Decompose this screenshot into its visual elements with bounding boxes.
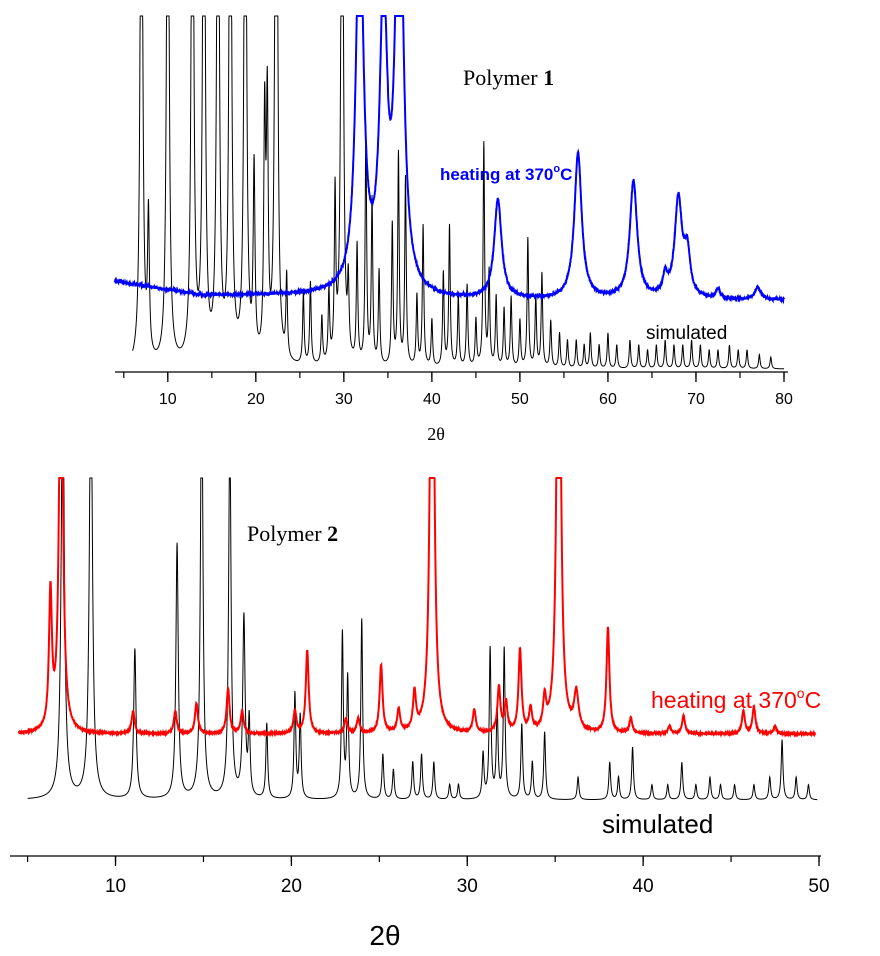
x-ticks-polymer-2: 10 20 30 40 50 bbox=[28, 856, 830, 897]
panel-polymer-2: 10 20 30 40 50 2θ Polymer 2 heating at 370oC… bbox=[10, 478, 830, 951]
line-simulated-polymer-2 bbox=[28, 478, 818, 800]
x-axis-polymer-1-tick-label: 20 bbox=[247, 391, 265, 408]
title-number: 1 bbox=[543, 65, 554, 90]
series-label-simulated-polymer-2: simulated bbox=[602, 809, 713, 839]
x-axis-polymer-1-tick-label: 50 bbox=[511, 391, 529, 408]
series-label-unit: C bbox=[560, 165, 572, 184]
x-axis-polymer-1-tick-label: 30 bbox=[335, 391, 353, 408]
x-axis-polymer-2-tick-label: 50 bbox=[808, 876, 829, 897]
x-axis-polymer-2-tick-label: 10 bbox=[105, 876, 126, 897]
series-simulated-polymer-1 bbox=[133, 16, 784, 369]
title-number: 2 bbox=[327, 521, 338, 546]
x-axis-polymer-1-tick-label: 80 bbox=[775, 391, 793, 408]
x-axis-polymer-1-tick-label: 70 bbox=[687, 391, 705, 408]
chart-title-polymer-2: Polymer 2 bbox=[247, 521, 338, 546]
series-simulated-polymer-2 bbox=[28, 478, 818, 800]
degree-symbol: o bbox=[797, 685, 805, 701]
x-axis-polymer-1-tick-label: 60 bbox=[599, 391, 617, 408]
x-axis-polymer-2-tick-label: 20 bbox=[281, 876, 302, 897]
title-prefix: Polymer bbox=[463, 65, 543, 90]
panel-polymer-1: 10 20 30 40 50 60 70 80 2θ Polymer 1 heating at… bbox=[115, 16, 793, 444]
series-label-heating-polymer-1: heating at 370oC bbox=[440, 163, 572, 184]
x-axis-polymer-1-tick-label: 10 bbox=[159, 391, 177, 408]
x-axis-polymer-1-tick-label: 40 bbox=[423, 391, 441, 408]
x-axis-polymer-2-tick-label: 40 bbox=[633, 876, 654, 897]
x-axis-polymer-2-tick-label: 30 bbox=[457, 876, 478, 897]
series-label-simulated-polymer-1: simulated bbox=[646, 323, 727, 344]
x-ticks-polymer-1: 10 20 30 40 50 60 70 80 bbox=[124, 372, 793, 408]
line-simulated-polymer-1 bbox=[133, 16, 784, 369]
x-axis-label-polymer-2: 2θ bbox=[369, 920, 400, 951]
series-label-main: heating at 370 bbox=[651, 687, 797, 713]
title-prefix: Polymer bbox=[247, 521, 327, 546]
series-label-heating-polymer-2: heating at 370oC bbox=[651, 685, 821, 713]
series-label-unit: C bbox=[805, 687, 822, 713]
chart-title-polymer-1: Polymer 1 bbox=[463, 65, 554, 90]
series-label-main: heating at 370 bbox=[440, 165, 553, 184]
x-axis-label-polymer-1: 2θ bbox=[427, 424, 445, 444]
